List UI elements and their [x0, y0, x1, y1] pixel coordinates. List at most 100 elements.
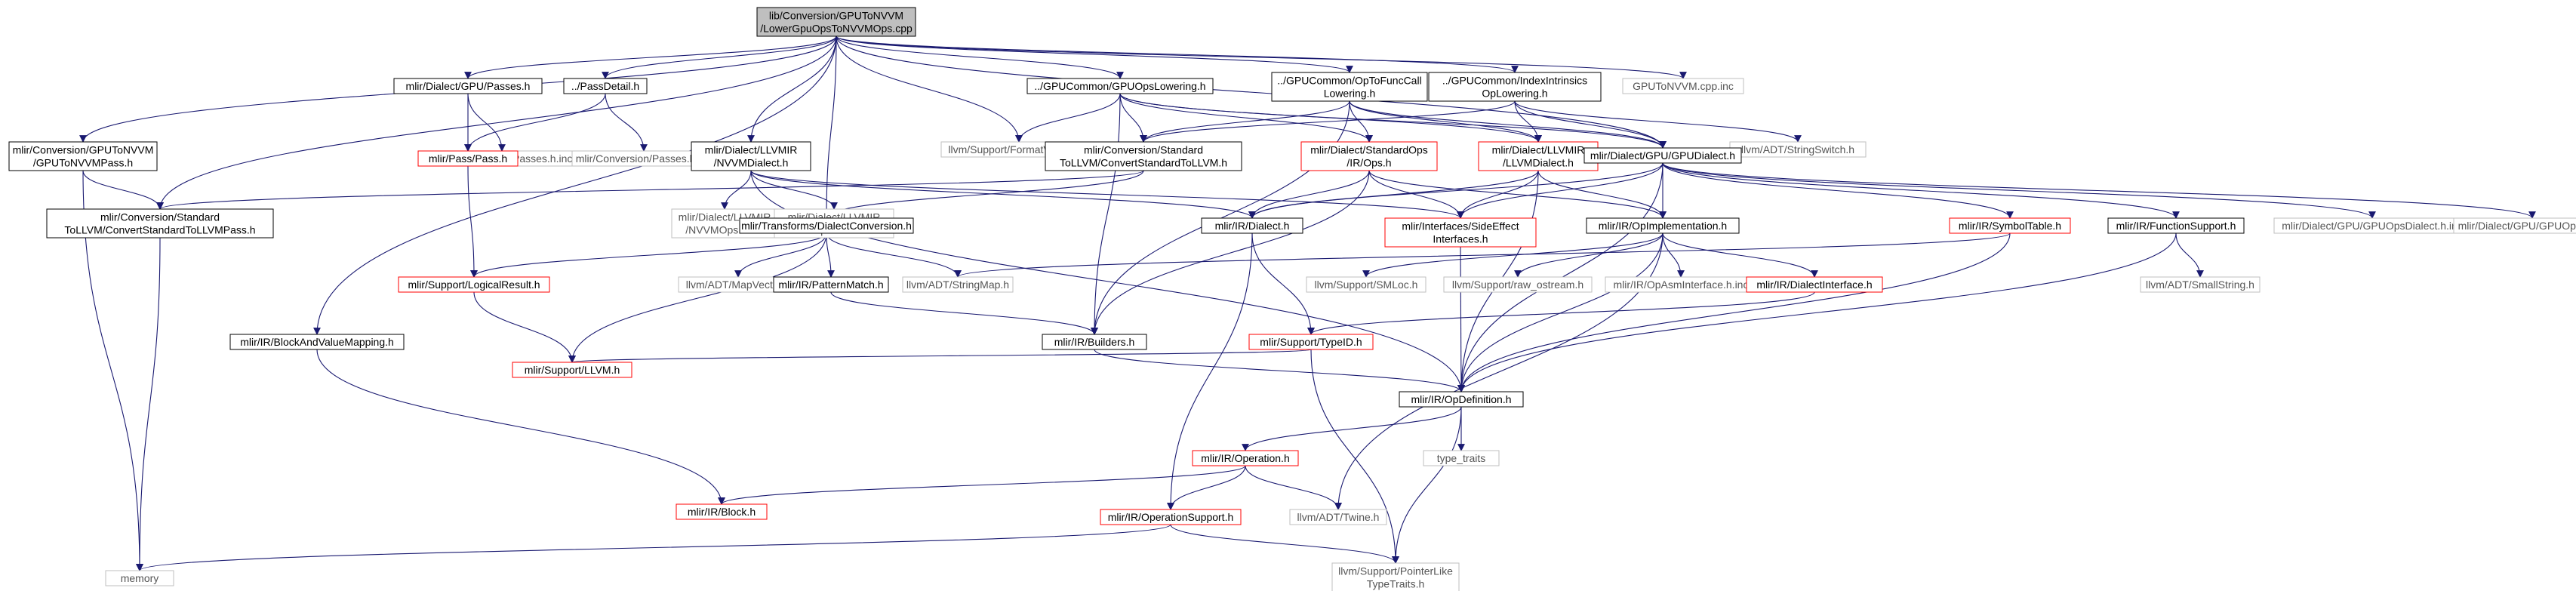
node-box	[691, 141, 811, 171]
node-label: llvm/ADT/StringSwitch.h	[1741, 143, 1854, 155]
node-label: mlir/Conversion/Standard	[100, 211, 220, 223]
node-gpu-to-nvvm-pass[interactable]: mlir/Conversion/GPUToNVVM/GPUToNVVMPass.…	[8, 141, 158, 171]
node-label: llvm/Support/raw_ostream.h	[1452, 279, 1583, 291]
node-box	[1384, 217, 1537, 248]
edge-gpu-dialect-to-gpu-ops-inc	[1662, 162, 2536, 219]
node-label: mlir/Interfaces/SideEffect	[1402, 220, 1519, 232]
edge-nvvm-dialect-to-nvvm-ops-dialect-inc	[750, 170, 838, 210]
node-label: mlir/Dialect/GPU/GPUOpsDialect.h.inc	[2282, 220, 2463, 232]
edge-gpu-ops-lowering-to-format-variadic	[1015, 93, 1121, 143]
edge-function-support-to-op-definition	[1457, 232, 2177, 392]
node-box	[393, 78, 543, 94]
node-block[interactable]: mlir/IR/Block.h	[676, 503, 768, 520]
node-label: mlir/Transforms/DialectConversion.h	[741, 220, 912, 232]
node-std-ops[interactable]: mlir/Dialect/StandardOps/IR/Ops.h	[1300, 141, 1438, 171]
node-string-map[interactable]: llvm/ADT/StringMap.h	[902, 276, 1014, 293]
edge-operation-to-twine	[1245, 465, 1342, 510]
node-box	[1331, 562, 1460, 591]
node-label: mlir/IR/Dialect.h	[1215, 220, 1290, 232]
node-label: mlir/IR/OperationSupport.h	[1108, 511, 1234, 523]
edge-llvm-dialect-to-side-effect	[1457, 170, 1539, 219]
node-label: mlir/IR/OpAsmInterface.h.inc	[1614, 279, 1749, 291]
node-layer: lib/Conversion/GPUToNVVM/LowerGpuOpsToNV…	[8, 7, 2576, 591]
node-memory[interactable]: memory	[105, 570, 174, 586]
node-label: ../PassDetail.h	[571, 80, 639, 92]
node-box	[229, 334, 405, 350]
edge-gpu-to-nvvm-pass-to-memory	[82, 170, 143, 571]
node-label: TypeTraits.h	[1367, 578, 1425, 590]
node-gpu-to-nvvm-inc[interactable]: GPUToNVVM.cpp.inc	[1622, 78, 1744, 94]
node-gpu-passes[interactable]: mlir/Dialect/GPU/Passes.h	[393, 78, 543, 94]
node-block-and-value-mapping[interactable]: mlir/IR/BlockAndValueMapping.h	[229, 334, 405, 350]
node-pass-detail[interactable]: ../PassDetail.h	[563, 78, 648, 94]
edge-op-definition-to-pointer-like-type-traits	[1392, 406, 1462, 564]
node-symbol-table[interactable]: mlir/IR/SymbolTable.h	[1949, 217, 2071, 234]
node-box	[2107, 217, 2245, 234]
node-label: mlir/Conversion/Standard	[1084, 144, 1203, 156]
node-operation[interactable]: mlir/IR/Operation.h	[1192, 450, 1299, 466]
node-label: mlir/IR/OpDefinition.h	[1411, 393, 1511, 405]
node-label: mlir/IR/BlockAndValueMapping.h	[240, 336, 394, 348]
edge-op-to-func-call-to-conv-std-to-l-l-v-m	[1140, 100, 1350, 143]
edge-operation-to-operation-support	[1167, 465, 1246, 510]
edge-std-ops-to-op-implementation	[1368, 170, 1667, 219]
node-type-traits[interactable]: type_traits	[1423, 450, 1500, 466]
node-logical-result[interactable]: mlir/Support/LogicalResult.h	[398, 276, 550, 293]
node-op-asm-interface-inc[interactable]: mlir/IR/OpAsmInterface.h.inc	[1605, 276, 1757, 293]
node-dialect-interface[interactable]: mlir/IR/DialectInterface.h	[1746, 276, 1883, 293]
node-builders[interactable]: mlir/IR/Builders.h	[1042, 334, 1147, 350]
node-small-string[interactable]: llvm/ADT/SmallString.h	[2140, 276, 2261, 293]
edge-dialect-conversion-to-string-map	[826, 232, 962, 278]
node-label: mlir/Dialect/GPU/Passes.h	[406, 80, 531, 92]
node-conv-std-to-l-l-v-m-pass[interactable]: mlir/Conversion/StandardToLLVM/ConvertSt…	[46, 208, 274, 239]
node-conv-passes-inc[interactable]: mlir/Conversion/Passes.h.inc	[571, 150, 716, 167]
node-function-support[interactable]: mlir/IR/FunctionSupport.h	[2107, 217, 2245, 234]
node-gpu-dialect[interactable]: mlir/Dialect/GPU/GPUDialect.h	[1583, 147, 1742, 164]
edge-root-to-index-intrinsics	[836, 35, 1519, 73]
edge-nvvm-dialect-to-nvvm-ops-inc	[721, 170, 752, 210]
node-op-implementation[interactable]: mlir/IR/OpImplementation.h	[1586, 217, 1740, 234]
edge-op-definition-to-operation	[1242, 406, 1462, 451]
edge-gpu-dialect-to-gpu-ops-dialect-inc	[1662, 162, 2376, 219]
node-label: ToLLVM/ConvertStandardToLLVM.h	[1060, 157, 1227, 169]
node-label: mlir/Dialect/LLVMIR	[705, 144, 798, 156]
edge-root-to-gpu-to-nvvm-inc	[836, 35, 1687, 79]
node-ir-dialect[interactable]: mlir/IR/Dialect.h	[1201, 217, 1303, 234]
node-string-switch[interactable]: llvm/ADT/StringSwitch.h	[1729, 141, 1867, 158]
node-op-definition[interactable]: mlir/IR/OpDefinition.h	[1399, 391, 1524, 408]
node-label: Lowering.h	[1324, 88, 1376, 100]
node-label: type_traits	[1437, 452, 1486, 464]
node-root[interactable]: lib/Conversion/GPUToNVVM/LowerGpuOpsToNV…	[756, 7, 916, 37]
edge-pattern-match-to-builders	[830, 291, 1098, 335]
edge-llvm-dialect-to-op-implementation	[1537, 170, 1667, 219]
edge-dialect-conversion-to-support-l-l-v-m	[568, 232, 827, 363]
edge-op-implementation-to-twine	[1334, 232, 1663, 510]
node-box	[1399, 391, 1524, 408]
node-support-l-l-v-m[interactable]: mlir/Support/LLVM.h	[512, 362, 632, 378]
node-gpu-ops-inc[interactable]: mlir/Dialect/GPU/GPUOps.h.inc	[2453, 217, 2576, 234]
node-twine[interactable]: llvm/ADT/Twine.h	[1289, 509, 1387, 525]
node-gpu-ops-dialect-inc[interactable]: mlir/Dialect/GPU/GPUOpsDialect.h.inc	[2273, 217, 2471, 234]
node-label: llvm/ADT/SmallString.h	[2146, 279, 2254, 291]
node-pattern-match[interactable]: mlir/IR/PatternMatch.h	[773, 276, 889, 293]
node-nvvm-dialect[interactable]: mlir/Dialect/LLVMIR/NVVMDialect.h	[691, 141, 811, 171]
edge-symbol-table-to-op-definition	[1457, 232, 2011, 392]
node-llvm-dialect[interactable]: mlir/Dialect/LLVMIR/LLVMDialect.h	[1478, 141, 1599, 171]
node-sm-loc[interactable]: llvm/Support/SMLoc.h	[1306, 276, 1426, 293]
edge-pass-detail-to-conv-passes-inc	[605, 93, 648, 152]
node-gpu-ops-lowering[interactable]: ../GPUCommon/GPUOpsLowering.h	[1026, 78, 1214, 94]
node-type-i-d[interactable]: mlir/Support/TypeID.h	[1248, 334, 1374, 350]
node-dialect-conversion[interactable]: mlir/Transforms/DialectConversion.h	[739, 217, 914, 234]
edge-index-intrinsics-to-llvm-dialect	[1514, 100, 1542, 143]
node-box	[1042, 334, 1147, 350]
node-conv-std-to-l-l-v-m[interactable]: mlir/Conversion/StandardToLLVM/ConvertSt…	[1045, 141, 1242, 171]
node-pass-pass[interactable]: mlir/Pass/Pass.h	[417, 150, 519, 167]
node-raw-ostream[interactable]: llvm/Support/raw_ostream.h	[1443, 276, 1593, 293]
node-map-vector[interactable]: llvm/ADT/MapVector.h	[678, 276, 799, 293]
node-label: mlir/IR/FunctionSupport.h	[2116, 220, 2236, 232]
node-operation-support[interactable]: mlir/IR/OperationSupport.h	[1100, 509, 1242, 525]
